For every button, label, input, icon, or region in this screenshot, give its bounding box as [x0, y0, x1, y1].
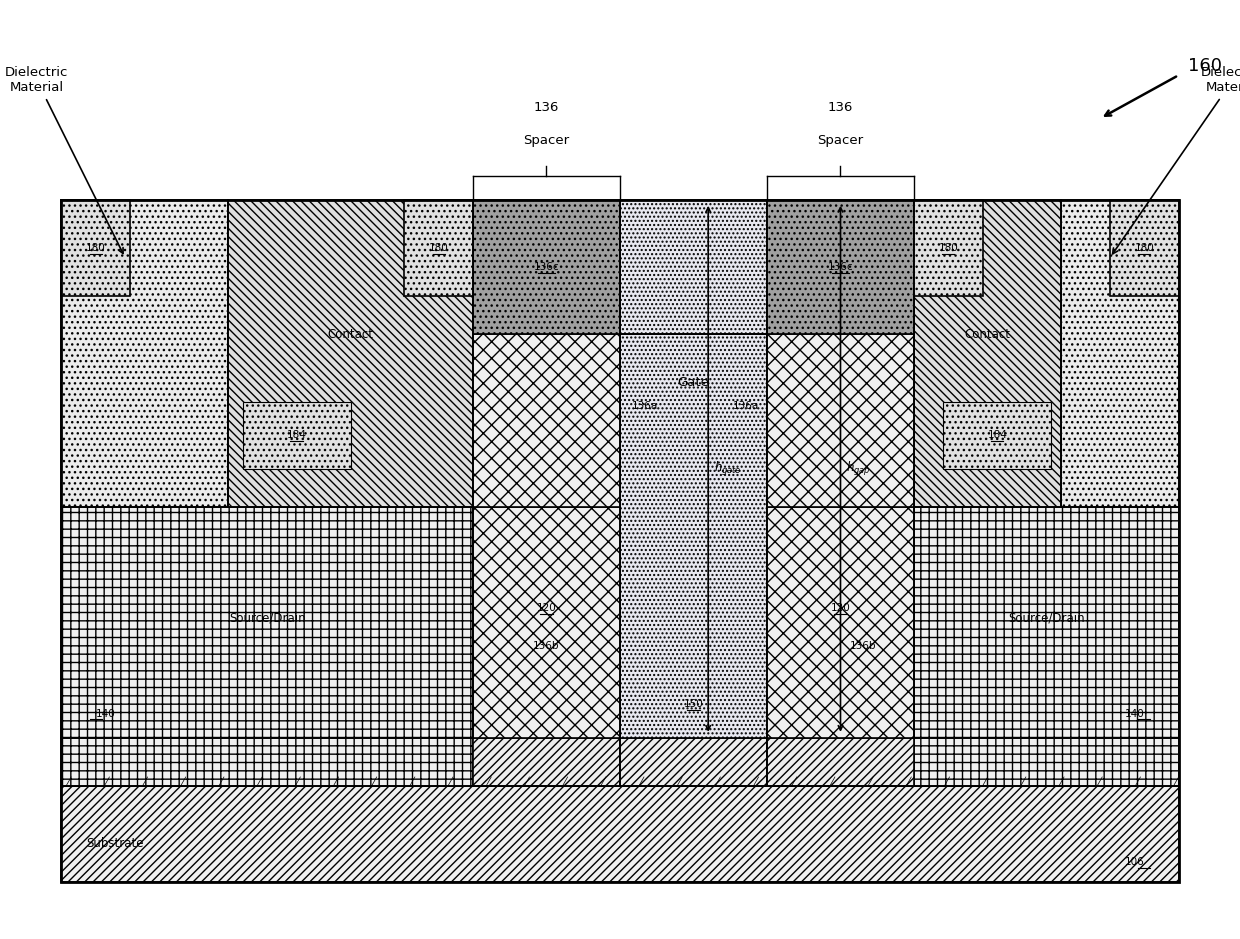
Text: 136c: 136c	[827, 262, 853, 272]
Bar	[472, 738, 620, 786]
Bar	[62, 507, 472, 738]
Text: 160: 160	[1188, 56, 1223, 74]
Text: Gate: Gate	[677, 376, 709, 389]
Text: 150: 150	[683, 699, 703, 709]
Text: 180: 180	[86, 243, 105, 253]
Bar	[768, 507, 914, 738]
Bar	[62, 738, 472, 786]
Bar	[768, 738, 914, 786]
Text: 136a: 136a	[733, 401, 759, 411]
Bar	[472, 200, 620, 334]
Text: 106: 106	[1125, 857, 1145, 868]
Text: 136b: 136b	[851, 641, 877, 652]
Bar	[768, 334, 914, 507]
Bar	[620, 334, 768, 738]
Bar	[243, 402, 351, 469]
Text: Spacer: Spacer	[523, 134, 569, 147]
Text: 184: 184	[286, 430, 306, 440]
Bar	[62, 200, 228, 507]
Bar	[914, 200, 982, 296]
Text: 120: 120	[831, 603, 851, 613]
Text: 120: 120	[537, 603, 557, 613]
Bar	[62, 200, 130, 296]
Bar	[1061, 200, 1178, 507]
Text: 180: 180	[1135, 243, 1154, 253]
Text: Contact: Contact	[327, 328, 373, 341]
Text: 136: 136	[828, 100, 853, 114]
Text: 136c: 136c	[533, 262, 559, 272]
Text: $h_{gap}$: $h_{gap}$	[847, 460, 870, 478]
Bar	[914, 507, 1178, 738]
Text: Source/Drain: Source/Drain	[1008, 611, 1085, 624]
Bar	[472, 334, 620, 507]
Bar	[1110, 200, 1178, 296]
Text: Source/Drain: Source/Drain	[229, 611, 305, 624]
Bar	[914, 200, 1061, 507]
Text: $h_{gate}$: $h_{gate}$	[714, 460, 742, 478]
Text: 140: 140	[95, 709, 115, 718]
Text: 136a: 136a	[631, 401, 658, 411]
Bar	[768, 200, 914, 334]
Text: 184: 184	[987, 430, 1007, 440]
Bar	[62, 200, 1178, 882]
Text: Substrate: Substrate	[86, 837, 144, 850]
Text: Contact: Contact	[965, 328, 1011, 341]
Text: 140: 140	[1125, 709, 1145, 718]
Bar	[944, 402, 1052, 469]
Text: 180: 180	[939, 243, 959, 253]
Text: 136: 136	[533, 100, 559, 114]
Text: Dielectric
Material: Dielectric Material	[5, 67, 123, 254]
Bar	[228, 200, 472, 507]
Text: 180: 180	[429, 243, 449, 253]
Text: Dielectric
Material: Dielectric Material	[1112, 67, 1240, 254]
Bar	[620, 200, 768, 334]
Bar	[914, 738, 1178, 786]
Bar	[62, 786, 1178, 882]
Bar	[404, 200, 472, 296]
Bar	[472, 507, 620, 738]
Bar	[620, 738, 768, 786]
Text: Spacer: Spacer	[817, 134, 863, 147]
Text: 136b: 136b	[533, 641, 559, 652]
